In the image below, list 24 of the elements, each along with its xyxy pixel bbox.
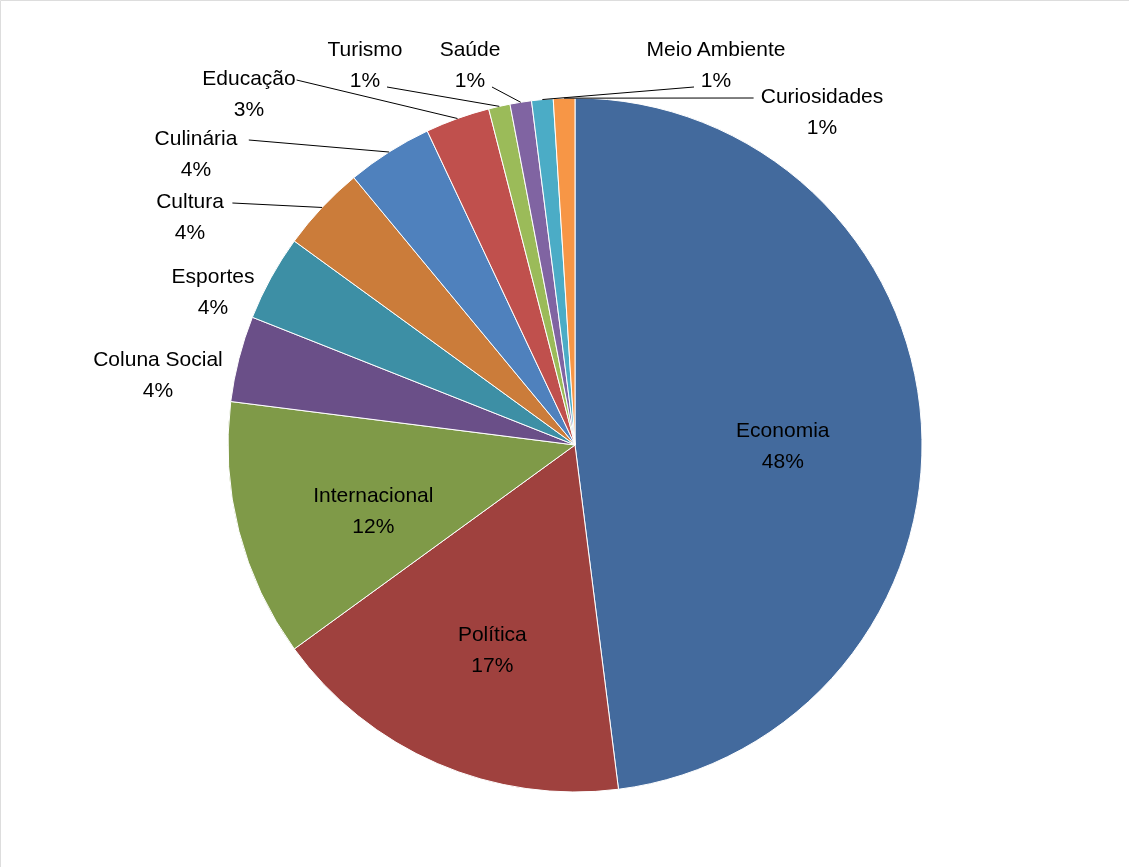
slice-label: Educação — [202, 66, 296, 89]
data-label: 1% — [454, 68, 486, 91]
data-label: 4% — [142, 378, 174, 401]
slice-label: Internacional — [313, 482, 434, 506]
data-label: 1% — [349, 68, 381, 91]
slice-label: Curiosidades — [760, 84, 884, 107]
data-label: 4% — [180, 157, 212, 180]
data-label: 48% — [761, 448, 804, 472]
data-label: 4% — [174, 220, 206, 243]
slice-label: Economia — [736, 417, 830, 441]
slice-label: Culinária — [154, 126, 238, 149]
data-label: 1% — [806, 115, 838, 138]
slice-label: Coluna Social — [93, 347, 223, 370]
slice-label: Cultura — [156, 189, 225, 212]
data-label: 3% — [233, 97, 265, 120]
data-label: 17% — [471, 653, 514, 677]
slice-label: Meio Ambiente — [646, 37, 786, 60]
data-label: 1% — [700, 68, 732, 91]
slice-label: Esportes — [171, 264, 255, 287]
data-label: 4% — [197, 295, 229, 318]
slice-label: Política — [457, 622, 528, 646]
slice-label: Saúde — [439, 37, 501, 60]
data-label: 12% — [352, 513, 395, 537]
slice-label: Turismo — [327, 37, 403, 60]
